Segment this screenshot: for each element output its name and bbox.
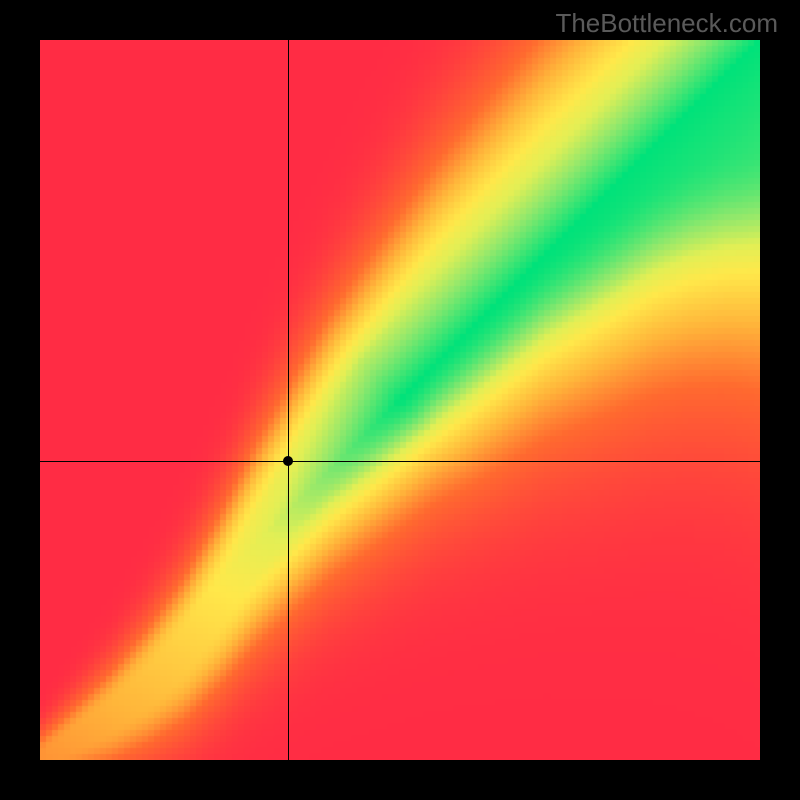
crosshair-vertical: [288, 40, 289, 760]
watermark-text: TheBottleneck.com: [555, 8, 778, 39]
crosshair-horizontal: [40, 461, 760, 462]
plot-area: [40, 40, 760, 760]
heatmap-canvas: [40, 40, 760, 760]
chart-container: TheBottleneck.com: [0, 0, 800, 800]
selection-marker: [283, 456, 293, 466]
